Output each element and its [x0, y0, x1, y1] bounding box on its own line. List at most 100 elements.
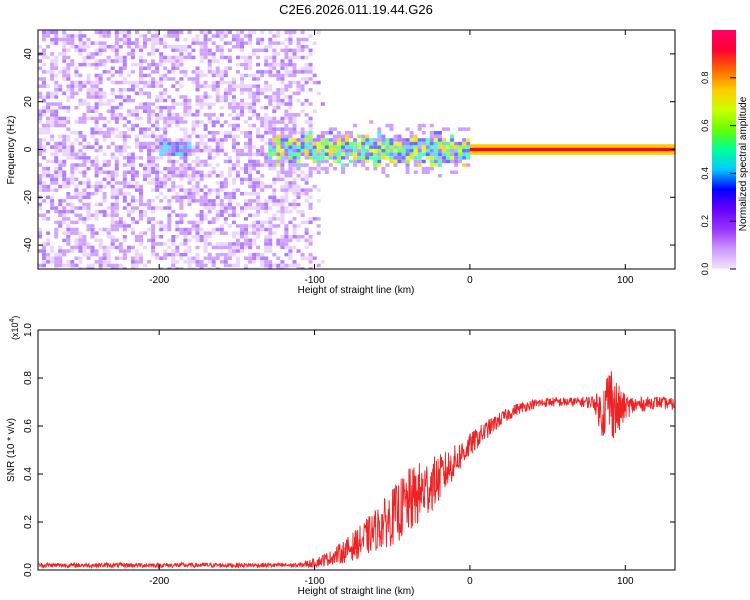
heatmap-cell	[82, 163, 87, 167]
heatmap-cell	[179, 48, 184, 53]
heatmap-cell	[429, 148, 434, 153]
heatmap-cell	[151, 70, 156, 74]
heatmap-cell	[256, 206, 261, 210]
heatmap-cell	[264, 113, 269, 117]
heatmap-cell	[219, 231, 224, 235]
heatmap-cell	[268, 242, 273, 246]
heatmap-cell	[78, 235, 83, 239]
heatmap-cell	[272, 59, 277, 63]
heatmap-cell	[151, 34, 156, 38]
heatmap-cell	[122, 224, 127, 228]
heatmap-cell	[276, 41, 281, 45]
heatmap-cell	[66, 116, 71, 121]
heatmap-cell	[102, 260, 107, 264]
heatmap-cell	[268, 37, 273, 42]
heatmap-cell	[106, 55, 111, 60]
heatmap-cell	[288, 170, 293, 174]
heatmap-cell	[231, 37, 236, 42]
heatmap-cell	[94, 109, 99, 113]
heatmap-y-label: Frequency (Hz)	[6, 116, 17, 185]
heatmap-cell	[86, 105, 91, 110]
heatmap-cell	[219, 34, 224, 38]
heatmap-cell	[126, 113, 131, 117]
heatmap-cell	[126, 45, 131, 49]
heatmap-cell	[466, 138, 471, 142]
heatmap-cell	[284, 174, 289, 178]
heatmap-cell	[62, 181, 67, 185]
heatmap-cell	[66, 41, 71, 45]
heatmap-cell	[118, 192, 123, 196]
heatmap-cell	[70, 227, 75, 232]
heatmap-cell	[215, 245, 220, 250]
heatmap-cell	[82, 238, 87, 243]
heatmap-cell	[143, 141, 147, 146]
heatmap-cell	[316, 263, 321, 268]
heatmap-cell	[260, 163, 265, 167]
heatmap-cell	[42, 52, 46, 56]
heatmap-cell	[86, 52, 91, 56]
heatmap-cell	[42, 263, 46, 268]
heatmap-cell	[139, 55, 143, 60]
heatmap-cell	[252, 224, 257, 228]
heatmap-cell	[70, 95, 75, 99]
heatmap-cell	[211, 52, 216, 56]
heatmap-cell	[235, 45, 240, 49]
heatmap-cell	[110, 156, 115, 160]
heatmap-cell	[308, 242, 313, 246]
heatmap-cell	[155, 37, 160, 42]
heatmap-cell	[175, 152, 180, 156]
heatmap-cell	[199, 48, 204, 53]
heatmap-cell	[106, 109, 111, 113]
heatmap-cell	[272, 41, 277, 45]
heatmap-cell	[155, 145, 160, 149]
heatmap-cell	[151, 206, 156, 210]
heatmap-cell	[110, 131, 115, 135]
heatmap-cell	[126, 145, 131, 149]
heatmap-cell	[58, 37, 63, 42]
heatmap-cell	[163, 166, 168, 171]
heatmap-cell	[155, 170, 160, 174]
heatmap-cell	[139, 231, 143, 235]
heatmap-cell	[38, 116, 42, 121]
heatmap-cell	[235, 62, 240, 67]
heatmap-cell	[264, 156, 269, 160]
heatmap-cell	[320, 141, 325, 146]
heatmap-cell	[175, 116, 180, 121]
heatmap-cell	[231, 98, 236, 103]
heatmap-cell	[171, 170, 176, 174]
heatmap-cell	[223, 260, 228, 264]
heatmap-cell	[94, 209, 99, 214]
heatmap-cell	[231, 80, 236, 85]
heatmap-cell	[102, 134, 107, 139]
heatmap-cell	[417, 127, 422, 131]
heatmap-cell	[46, 174, 51, 178]
heatmap-cell	[324, 152, 329, 156]
heatmap-cell	[215, 88, 220, 92]
heatmap-cell	[450, 134, 454, 139]
heatmap-cell	[336, 159, 341, 164]
heatmap-cell	[110, 66, 115, 70]
heatmap-cell	[308, 34, 313, 38]
heatmap-cell	[276, 224, 281, 228]
heatmap-cell	[147, 84, 152, 88]
heatmap-cell	[264, 184, 269, 189]
heatmap-cell	[211, 131, 216, 135]
heatmap-cell	[292, 123, 297, 128]
heatmap-cell	[42, 156, 46, 160]
heatmap-cell	[272, 166, 277, 171]
heatmap-cell	[284, 62, 289, 67]
heatmap-cell	[284, 52, 289, 56]
heatmap-cell	[134, 41, 139, 45]
heatmap-cell	[122, 206, 127, 210]
heatmap-cell	[393, 152, 398, 156]
heatmap-cell	[46, 116, 51, 121]
heatmap-cell	[288, 37, 293, 42]
heatmap-cell	[195, 192, 200, 196]
heatmap-cell	[98, 41, 103, 45]
heatmap-cell	[231, 109, 236, 113]
heatmap-cell	[458, 159, 463, 164]
heatmap-cell	[179, 217, 184, 221]
heatmap-cell	[244, 238, 248, 243]
heatmap-cell	[122, 116, 127, 121]
heatmap-cell	[385, 174, 390, 178]
